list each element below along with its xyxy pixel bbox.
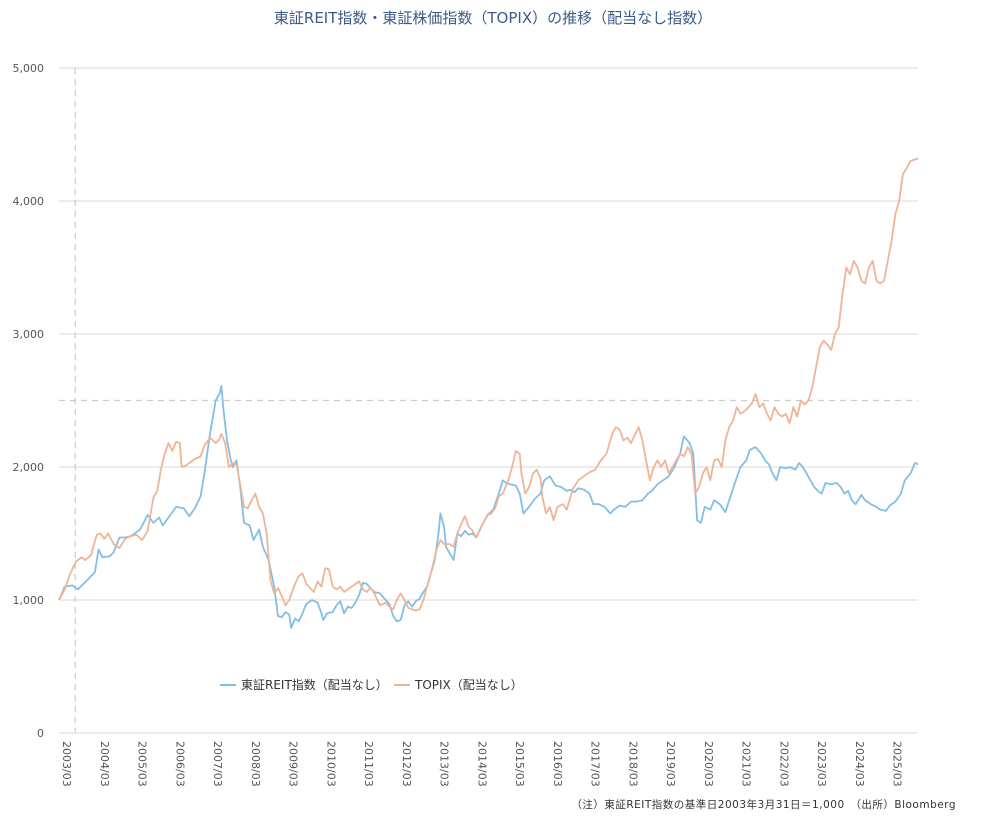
x-tick-label: 2020/03 <box>702 741 715 787</box>
x-tick-label: 2005/03 <box>136 741 149 787</box>
series-line-1 <box>58 157 919 612</box>
grid-layer <box>59 67 918 734</box>
x-tick-label: 2024/03 <box>853 741 866 787</box>
x-tick-label: 2016/03 <box>551 741 564 787</box>
x-tick-label: 2019/03 <box>664 741 677 787</box>
x-tick-label: 2017/03 <box>589 741 602 787</box>
y-tick-label: 0 <box>37 727 44 740</box>
y-tick-label: 4,000 <box>13 195 45 208</box>
y-tick-label: 5,000 <box>13 62 45 75</box>
x-tick-label: 2014/03 <box>475 741 488 787</box>
x-tick-label: 2018/03 <box>626 741 639 787</box>
x-tick-label: 2025/03 <box>891 741 904 787</box>
series-layer <box>58 157 919 629</box>
x-tick-label: 2003/03 <box>60 741 73 787</box>
x-tick-label: 2008/03 <box>249 741 262 787</box>
y-axis: 0 1,000 2,000 3,000 4,000 5,000 <box>13 62 45 740</box>
chart-title: 東証REIT指数・東証株価指数（TOPIX）の推移（配当なし指数） <box>273 9 713 27</box>
x-axis: 2003/03 2004/03 2005/03 2006/03 2007/03 2008/… <box>60 741 904 787</box>
y-tick-label: 1,000 <box>13 594 45 607</box>
x-tick-label: 2010/03 <box>324 741 337 787</box>
x-tick-label: 2007/03 <box>211 741 224 787</box>
legend-label-0: 東証REIT指数（配当なし） <box>241 677 388 692</box>
footnote: （注）東証REIT指数の基準日2003年3月31日＝1,000 （出所）Bloo… <box>571 799 956 811</box>
x-tick-label: 2009/03 <box>287 741 300 787</box>
x-tick-label: 2013/03 <box>438 741 451 787</box>
x-tick-label: 2011/03 <box>362 741 375 787</box>
x-tick-label: 2023/03 <box>815 741 828 787</box>
x-tick-label: 2015/03 <box>513 741 526 787</box>
legend-label-1: TOPIX（配当なし） <box>414 678 523 692</box>
legend: 東証REIT指数（配当なし） TOPIX（配当なし） <box>220 677 523 692</box>
y-tick-label: 3,000 <box>13 328 45 341</box>
x-tick-label: 2012/03 <box>400 741 413 787</box>
x-tick-label: 2004/03 <box>98 741 111 787</box>
x-tick-label: 2006/03 <box>173 741 186 787</box>
y-tick-label: 2,000 <box>13 461 45 474</box>
x-tick-label: 2022/03 <box>777 741 790 787</box>
x-tick-label: 2021/03 <box>740 741 753 787</box>
